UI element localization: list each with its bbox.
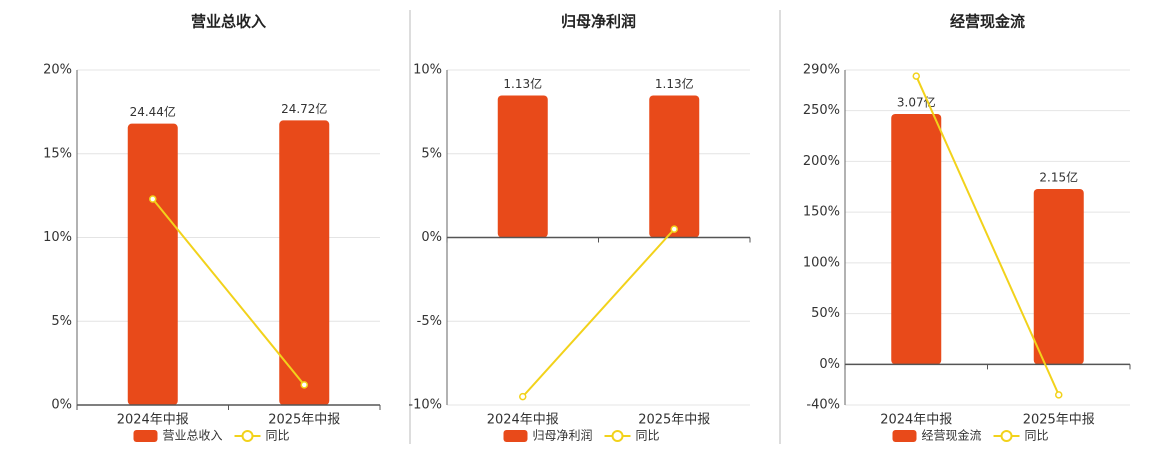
bar [649,95,700,238]
legend-label: 营业总收入 [163,429,223,443]
yoy-point [300,381,308,389]
y-tick-label: 5% [51,314,72,329]
yoy-line [915,75,1060,396]
x-tick-label: 2025年中报 [638,413,710,428]
legend-label: 经营现金流 [922,428,982,443]
legend-marker [1000,430,1013,442]
legend-swatch [892,430,917,442]
y-tick-label: 10% [43,230,72,245]
y-tick-label: -5% [417,314,442,329]
value-label: 24.72亿 [281,101,327,116]
y-tick-label: 0% [819,357,840,372]
y-tick-label: 20% [43,63,72,78]
bar [497,95,548,238]
x-tick-label: 2025年中报 [1023,413,1095,428]
bar [127,123,178,405]
chart-title: 归母净利润 [561,13,636,31]
y-tick-label: 250% [803,103,840,118]
x-tick-label: 2025年中报 [268,413,340,428]
value-label: 24.44亿 [130,104,176,119]
value-label: 1.13亿 [503,76,542,91]
yoy-point [1055,391,1063,399]
legend-label: 归母净利润 [533,429,593,443]
y-tick-label: 5% [421,146,442,161]
y-tick-label: 100% [803,255,840,270]
value-label: 1.13亿 [655,76,694,91]
y-tick-label: 0% [421,230,442,245]
y-tick-label: -10% [408,398,442,413]
yoy-line [151,198,306,386]
y-tick-label: 50% [811,306,840,321]
legend-label: 同比 [636,429,660,443]
legend-label: 同比 [266,429,290,443]
legend-swatch [133,430,158,442]
legend-marker [241,430,254,442]
legend-marker [611,430,624,442]
y-tick-label: 150% [803,205,840,220]
yoy-point [912,72,920,80]
bar [891,114,942,365]
y-tick-label: 10% [413,63,442,78]
yoy-point [670,225,678,233]
y-tick-label: 15% [43,146,72,161]
chart-title: 经营现金流 [950,13,1025,31]
y-tick-label: 0% [51,398,72,413]
legend-label: 同比 [1025,429,1049,443]
x-tick-label: 2024年中报 [117,413,189,428]
value-label: 2.15亿 [1039,170,1078,185]
y-tick-label: 290% [803,63,840,78]
yoy-line [522,228,675,398]
bar [1033,189,1084,365]
chart-title: 营业总收入 [191,13,266,31]
yoy-point [149,195,157,203]
x-tick-label: 2024年中报 [880,413,952,428]
y-tick-label: -40% [806,398,840,413]
legend-swatch [503,430,528,442]
bar [279,120,330,406]
x-tick-label: 2024年中报 [487,413,559,428]
y-tick-label: 200% [803,154,840,169]
yoy-point [519,392,527,401]
